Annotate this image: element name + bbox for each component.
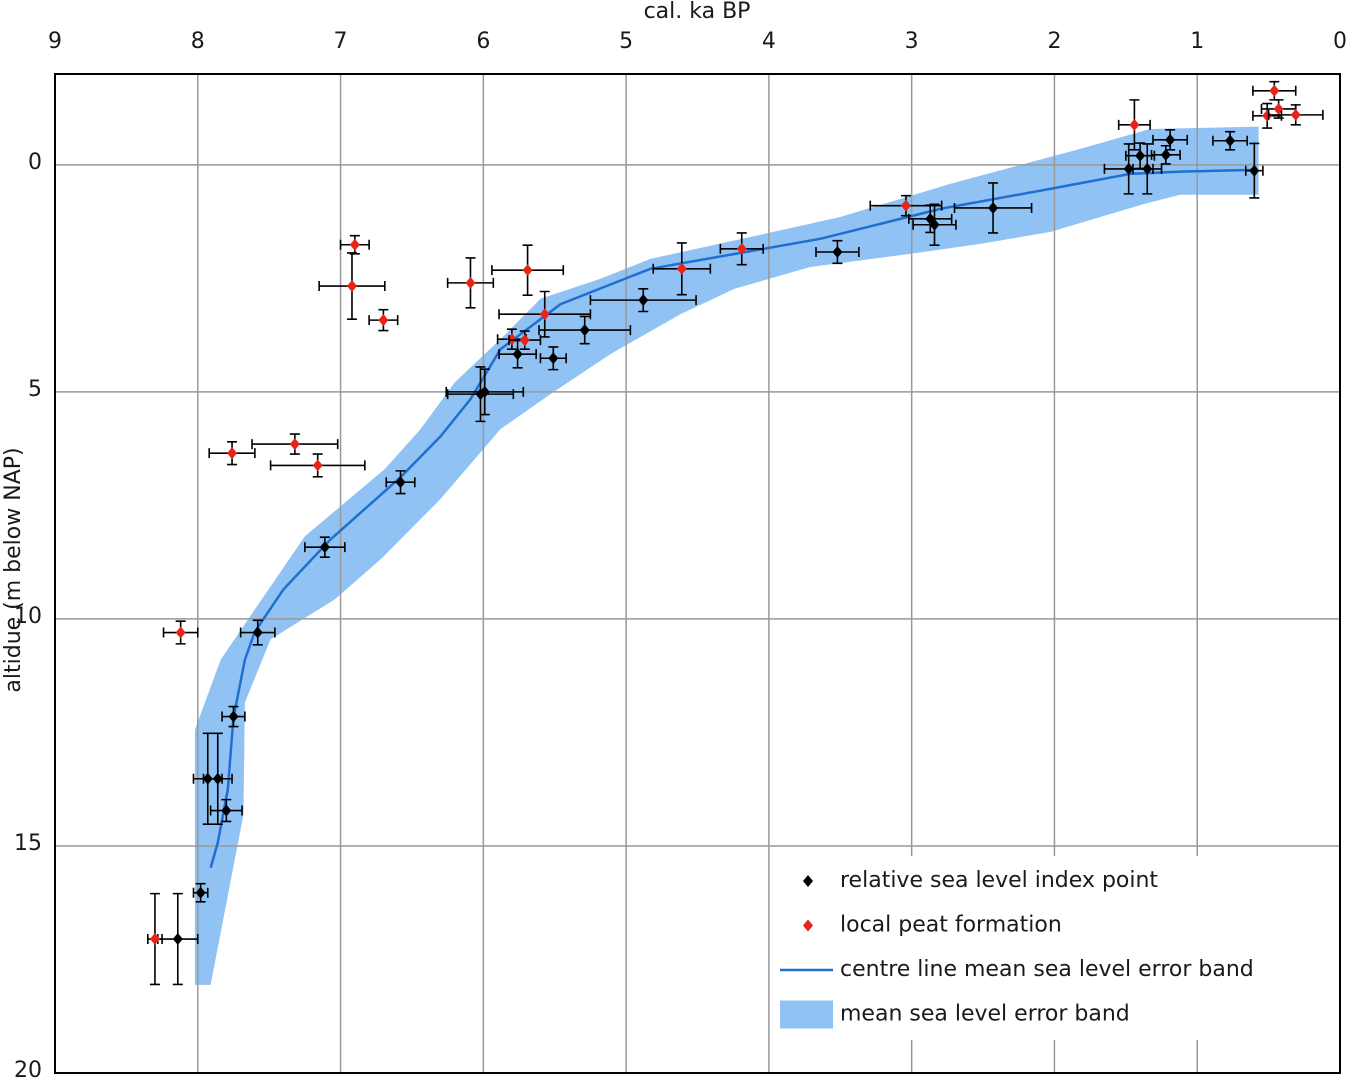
data-point [512, 348, 523, 361]
data-point [227, 447, 238, 460]
data-point [988, 201, 999, 214]
legend: relative sea level index point local peat… [780, 868, 1254, 1029]
data-point [149, 933, 160, 946]
data-point [1135, 149, 1146, 162]
x-tick-label: 8 [191, 29, 205, 54]
data-point [638, 294, 649, 307]
x-tick-label: 0 [1333, 29, 1347, 54]
data-point [1142, 162, 1153, 175]
data-point [1269, 84, 1280, 97]
data-point [900, 199, 911, 212]
data-point [252, 626, 263, 639]
x-tick-label: 4 [762, 29, 776, 54]
data-point [519, 334, 530, 347]
data-point [1129, 118, 1140, 131]
data-point [548, 352, 559, 365]
data-point [1225, 134, 1236, 147]
y-tick-label: 5 [28, 377, 42, 402]
data-point [319, 541, 330, 554]
data-point [172, 933, 183, 946]
y-tick-label: 15 [14, 831, 42, 856]
points-layer [147, 80, 1324, 986]
data-point [1165, 133, 1176, 146]
legend-label: centre line mean sea level error band [840, 957, 1254, 982]
x-tick-label: 1 [1190, 29, 1204, 54]
x-tick-label: 7 [334, 29, 348, 54]
data-point [1160, 148, 1171, 161]
x-tick-label: 5 [619, 29, 633, 54]
data-point [1290, 108, 1301, 121]
y-tick-label: 20 [14, 1058, 42, 1083]
data-point [212, 772, 223, 785]
data-point [539, 308, 550, 321]
y-tick-label: 0 [28, 150, 42, 175]
legend-label: relative sea level index point [840, 868, 1158, 893]
legend-label: mean sea level error band [840, 1002, 1130, 1027]
data-point [475, 388, 486, 401]
data-point [175, 626, 186, 639]
data-point [395, 476, 406, 489]
line-layer [209, 168, 1255, 869]
data-point [1123, 162, 1134, 175]
data-point [1249, 164, 1260, 177]
data-point [929, 218, 940, 231]
legend-label: local peat formation [840, 913, 1062, 938]
x-axis-label: cal. ka BP [644, 0, 751, 24]
data-point [289, 438, 300, 451]
x-tick-label: 6 [476, 29, 490, 54]
y-tick-label: 10 [14, 604, 42, 629]
data-point [195, 886, 206, 899]
grid-layer [54, 74, 1341, 1074]
data-point [522, 264, 533, 277]
data-point [378, 314, 389, 327]
x-tick-label: 9 [48, 29, 62, 54]
data-point [736, 242, 747, 255]
x-tick-label: 3 [905, 29, 919, 54]
data-point [312, 459, 323, 472]
data-point [349, 238, 360, 251]
y-axis-label: altidue (m below NAP) [1, 447, 26, 692]
legend-box [772, 856, 1290, 1040]
data-point [579, 324, 590, 337]
x-tick-label: 2 [1047, 29, 1061, 54]
legend-marker [780, 1000, 833, 1029]
data-point [346, 280, 357, 293]
data-point [832, 246, 843, 259]
data-point [221, 804, 232, 817]
data-point [465, 276, 476, 289]
data-point [228, 710, 239, 723]
legend-marker [803, 875, 813, 887]
legend-marker [803, 919, 813, 932]
data-point [676, 262, 687, 275]
data-point [1262, 109, 1273, 122]
plot-frame [54, 73, 1341, 1074]
centre-line [209, 168, 1255, 869]
